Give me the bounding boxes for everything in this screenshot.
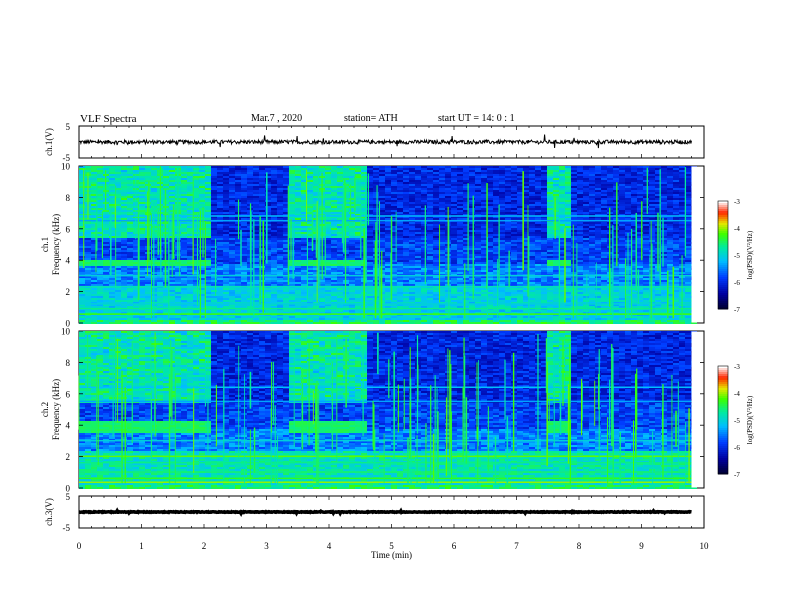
ch2-spectrogram-colorbar-tick: -3 (734, 363, 740, 371)
ch2-spectrogram-colorbar-tick: -5 (734, 417, 740, 425)
ch1-spectrogram-colorbar (718, 201, 728, 310)
x-tick-label: 0 (77, 541, 82, 551)
ch3-waveform-ylabel: ch.3(V) (44, 498, 54, 526)
ch2-spectrogram-ylabel-channel: ch.2 (40, 402, 50, 417)
ch2-spectrogram-colorbar-label: log(PSD)(V²/Hz) (746, 395, 754, 444)
x-tick-label: 1 (139, 541, 144, 551)
x-tick-label: 4 (327, 541, 332, 551)
x-tick-label: 8 (577, 541, 582, 551)
ch1-spectrogram-colorbar-tick: -7 (734, 306, 740, 314)
ch2-spectrogram-tick-label: 6 (66, 389, 71, 399)
x-tick-label: 6 (452, 541, 457, 551)
ch3-waveform-tick-label: 5 (66, 492, 71, 502)
ch1-spectrogram-tick-label: 8 (66, 193, 71, 203)
ch1-waveform-tick-label: 5 (66, 122, 71, 132)
ch1-spectrogram-colorbar-tick: -6 (734, 279, 740, 287)
ch2-spectrogram-colorbar-tick: -4 (734, 390, 740, 398)
ch2-spectrogram-colorbar-tick: -7 (734, 471, 740, 479)
ch3-waveform-tick-label: -5 (63, 523, 71, 533)
ch1-waveform-ylabel: ch.1(V) (44, 128, 54, 156)
ch2-spectrogram-ylabel-frequency: Frequency (kHz) (51, 379, 61, 440)
ch1-spectrogram-ylabel-channel: ch.1 (40, 237, 50, 252)
ch1-spectrogram-colorbar-tick: -4 (734, 225, 740, 233)
x-tick-label: 7 (514, 541, 519, 551)
ch2-spectrogram-colorbar (718, 366, 728, 475)
ch1-spectrogram-colorbar-tick: -3 (734, 198, 740, 206)
x-tick-label: 3 (264, 541, 269, 551)
x-tick-label: 9 (639, 541, 644, 551)
x-axis-label: Time (min) (371, 550, 412, 560)
ch2-spectrogram-tick-label: 2 (66, 452, 71, 462)
ch2-spectrogram-image (79, 331, 704, 489)
ch2-spectrogram-tick-label: 4 (66, 421, 71, 431)
ch2-spectrogram-tick-label: 8 (66, 358, 71, 368)
ch2-spectrogram-tick-label: 10 (61, 327, 71, 337)
x-tick-label: 2 (202, 541, 207, 551)
ch1-spectrogram-image (79, 166, 704, 324)
ch1-waveform-trace (79, 135, 692, 149)
ch1-spectrogram-ylabel-frequency: Frequency (kHz) (51, 214, 61, 275)
ch1-spectrogram-tick-label: 6 (66, 224, 71, 234)
ch3-waveform-trace (79, 511, 692, 513)
ch1-spectrogram-colorbar-tick: -5 (734, 252, 740, 260)
ch2-spectrogram-colorbar-tick: -6 (734, 444, 740, 452)
ch1-spectrogram-tick-label: 4 (66, 256, 71, 266)
x-tick-label: 10 (700, 541, 710, 551)
ch1-spectrogram-colorbar-label: log(PSD)(V²/Hz) (746, 230, 754, 279)
ch1-spectrogram-tick-label: 2 (66, 287, 71, 297)
ch1-spectrogram-tick-label: 10 (61, 162, 71, 172)
